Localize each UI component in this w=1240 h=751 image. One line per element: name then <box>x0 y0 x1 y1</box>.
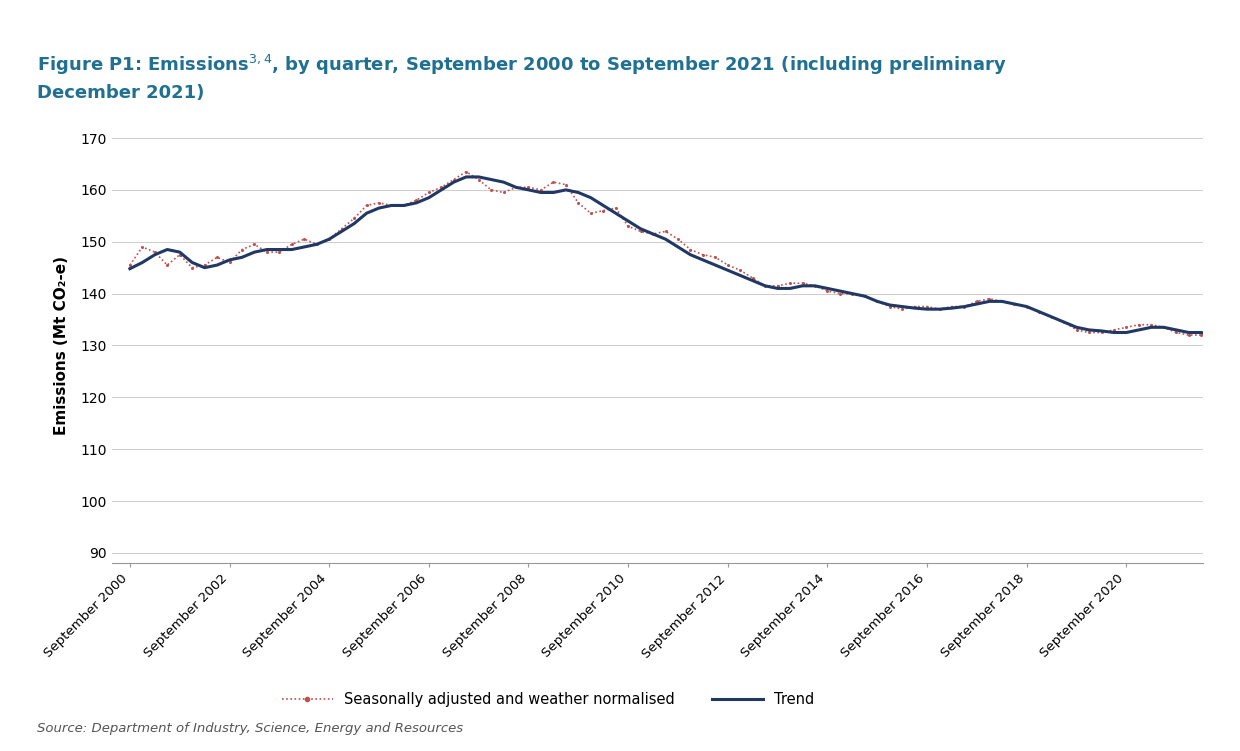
Text: Figure P1: Emissions$^{3,4}$, by quarter, September 2000 to September 2021 (incl: Figure P1: Emissions$^{3,4}$, by quarter… <box>37 53 1007 101</box>
Legend: Seasonally adjusted and weather normalised, Trend: Seasonally adjusted and weather normalis… <box>275 686 821 713</box>
Y-axis label: Emissions (Mt CO₂-e): Emissions (Mt CO₂-e) <box>55 256 69 435</box>
Text: Source: Department of Industry, Science, Energy and Resources: Source: Department of Industry, Science,… <box>37 722 464 735</box>
